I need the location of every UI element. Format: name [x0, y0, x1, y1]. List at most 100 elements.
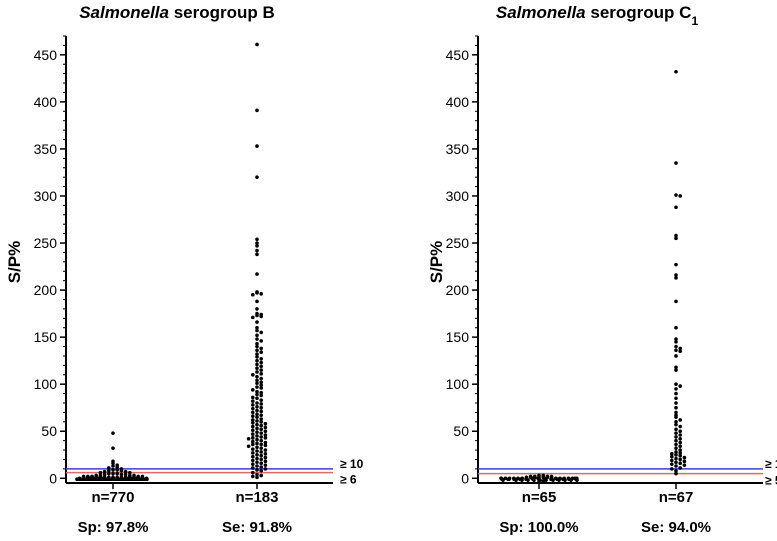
sensitivity-label: Se: 94.0%	[641, 519, 711, 536]
data-point	[255, 412, 259, 417]
data-point	[94, 473, 98, 478]
data-point	[674, 456, 678, 461]
data-point	[255, 355, 259, 359]
y-tick-label: 0	[49, 470, 57, 486]
data-point	[246, 436, 251, 441]
data-point	[132, 473, 136, 478]
y-tick-label: 450	[446, 47, 470, 63]
data-point	[259, 438, 264, 443]
data-point	[674, 354, 678, 358]
data-point	[259, 468, 264, 473]
data-point	[674, 276, 678, 280]
data-point	[255, 378, 259, 383]
data-point	[107, 468, 111, 473]
data-point	[259, 364, 264, 369]
data-point	[255, 404, 259, 409]
data-point	[674, 236, 678, 241]
data-point	[674, 460, 678, 465]
data-point	[259, 453, 264, 458]
data-point	[674, 344, 678, 349]
data-point	[255, 320, 259, 324]
data-point	[140, 477, 144, 482]
data-point	[255, 441, 259, 446]
data-point	[255, 144, 259, 148]
data-point	[544, 478, 548, 482]
data-point	[255, 468, 259, 472]
data-point	[259, 368, 264, 372]
data-point	[674, 464, 678, 468]
data-point	[255, 419, 259, 423]
y-tick-label: 350	[446, 141, 470, 157]
data-point	[246, 444, 251, 449]
y-tick-label: 400	[34, 94, 58, 110]
data-point	[111, 471, 115, 476]
data-point	[674, 410, 678, 415]
data-point	[259, 465, 264, 469]
data-point	[107, 466, 111, 470]
data-point	[119, 472, 124, 477]
data-point	[251, 424, 255, 429]
specificity-label: Sp: 100.0%	[499, 519, 578, 536]
data-point	[263, 455, 268, 460]
data-point	[123, 469, 128, 474]
data-point	[255, 313, 259, 318]
plot-area: 0 50 100 150 200 250 300 350 400 450 ≥ 10 ≥ 6	[34, 35, 364, 489]
data-point	[674, 442, 678, 447]
data-point	[255, 422, 259, 427]
y-tick-label: 100	[446, 376, 470, 392]
data-point	[255, 344, 259, 349]
data-point	[111, 431, 115, 435]
data-point	[674, 468, 678, 473]
data-point	[98, 470, 103, 475]
chart-title: Salmonella serogroup C1	[496, 3, 699, 28]
data-point	[674, 452, 678, 457]
data-point	[674, 337, 678, 341]
data-point	[251, 410, 255, 415]
data-point	[569, 478, 573, 482]
data-point	[255, 460, 259, 465]
threshold-label: ≥ 10	[340, 457, 364, 471]
data-point	[255, 449, 259, 453]
data-point	[255, 437, 259, 442]
data-point	[251, 420, 255, 425]
data-point	[251, 292, 255, 297]
data-point	[263, 429, 268, 434]
data-point	[670, 458, 674, 463]
data-point	[255, 362, 259, 367]
data-point	[259, 461, 264, 466]
data-point	[674, 450, 678, 454]
data-point	[670, 452, 674, 456]
y-tick-label: 150	[446, 329, 470, 345]
data-point	[255, 328, 259, 333]
data-point	[263, 421, 268, 426]
data-point	[678, 436, 682, 441]
data-point	[259, 360, 264, 365]
data-point	[674, 427, 678, 432]
data-point	[255, 415, 259, 419]
data-point	[251, 428, 255, 433]
data-point	[115, 471, 119, 476]
data-point	[255, 389, 259, 394]
data-point	[255, 175, 259, 179]
data-point	[145, 477, 149, 482]
data-point	[670, 467, 674, 471]
data-point	[255, 42, 259, 47]
data-point	[251, 454, 255, 459]
data-point	[259, 383, 264, 387]
data-point	[526, 478, 530, 482]
y-axis-label: S/P%	[427, 241, 446, 284]
data-point	[259, 409, 264, 414]
data-point	[255, 374, 259, 379]
data-point	[255, 430, 259, 434]
data-point	[537, 479, 541, 483]
data-point	[259, 356, 264, 361]
data-point	[674, 435, 678, 439]
data-point	[255, 325, 259, 330]
data-point	[251, 462, 255, 466]
y-tick-label: 350	[34, 141, 58, 157]
data-point	[255, 396, 259, 401]
data-point	[251, 442, 255, 447]
data-point	[255, 291, 259, 295]
data-point	[682, 455, 687, 460]
